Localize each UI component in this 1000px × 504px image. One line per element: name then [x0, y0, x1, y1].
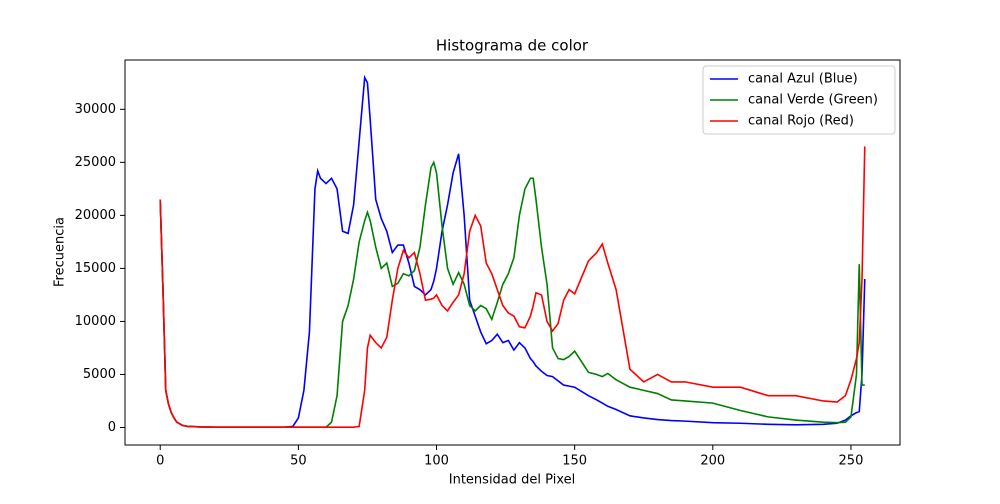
legend-label: canal Azul (Blue): [748, 72, 858, 87]
y-tick-label: 0: [108, 420, 116, 435]
chart-title: Histograma de color: [436, 37, 589, 55]
y-axis-label: Frecuencia: [53, 217, 68, 287]
plot-frame: [124, 59, 901, 446]
legend-label: canal Rojo (Red): [748, 114, 854, 129]
x-tick-label: 0: [156, 454, 164, 469]
x-tick-label: 200: [700, 454, 725, 469]
y-tick-label: 10000: [75, 314, 116, 329]
x-axis-label: Intensidad del Pixel: [449, 473, 575, 488]
line-series: [159, 146, 866, 428]
x-tick-label: 250: [839, 454, 864, 469]
x-tick-label: 100: [424, 454, 449, 469]
x-tick-label: 50: [290, 454, 307, 469]
line-series: [159, 74, 866, 428]
y-tick-label: 20000: [75, 208, 116, 223]
y-tick-label: 15000: [75, 261, 116, 276]
legend-box: [702, 65, 896, 135]
y-tick-label: 25000: [75, 155, 116, 170]
legend-label: canal Verde (Green): [748, 93, 878, 108]
line-series: [159, 160, 865, 428]
y-tick-label: 30000: [75, 102, 116, 117]
x-tick-label: 150: [562, 454, 587, 469]
y-tick-label: 5000: [83, 367, 116, 382]
